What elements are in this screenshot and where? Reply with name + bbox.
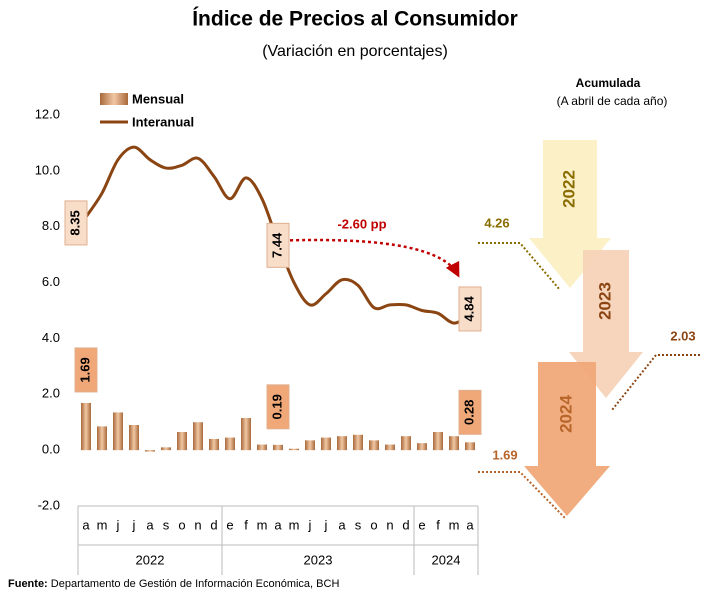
bar (353, 434, 363, 451)
accumulated-title: Acumulada (576, 76, 641, 90)
year-label: 2022 (136, 552, 165, 567)
annotation-arrow (289, 238, 460, 278)
bar (321, 437, 331, 451)
x-tick-label: a (274, 517, 282, 532)
x-tick-label: f (436, 517, 440, 532)
bar (273, 444, 283, 451)
bar (161, 447, 171, 451)
legend-label: Mensual (132, 91, 184, 106)
bar (465, 442, 475, 451)
accumulated-value: 1.69 (492, 447, 517, 462)
bar (193, 422, 203, 451)
bar (209, 438, 219, 451)
chart-subtitle: (Variación en porcentajes) (262, 43, 448, 60)
value-label-box (266, 222, 290, 268)
x-tick-label: s (163, 517, 170, 532)
value-label: 4.84 (461, 296, 476, 322)
year-label: 2023 (304, 552, 333, 567)
x-tick-label: o (370, 517, 377, 532)
accumulated-subtitle: (A abril de cada año) (557, 94, 668, 108)
y-tick-label: 0.0 (42, 442, 60, 457)
x-tick-label: o (178, 517, 185, 532)
legend-swatch (100, 93, 128, 105)
leader-line (611, 354, 700, 411)
chart-title: Índice de Precios al Consumidor (192, 8, 518, 31)
bar (81, 402, 91, 451)
y-tick-label: 10.0 (35, 162, 60, 177)
x-tick-label: j (116, 517, 120, 532)
bar (177, 431, 187, 451)
x-tick-label: n (386, 517, 393, 532)
y-tick-label: 2.0 (42, 386, 60, 401)
bar (225, 437, 235, 451)
accumulated-value: 4.26 (484, 215, 509, 230)
bar (401, 436, 411, 451)
legend-label: Interanual (132, 114, 194, 129)
x-tick-label: s (355, 517, 362, 532)
y-tick-label: 8.0 (42, 218, 60, 233)
value-label: 0.28 (461, 400, 476, 425)
x-tick-label: m (97, 517, 108, 532)
x-tick-label: a (146, 517, 154, 532)
bar (417, 443, 427, 451)
accumulated-arrow (524, 362, 610, 516)
x-tick-label: j (324, 517, 328, 532)
y-tick-label: 4.0 (42, 330, 60, 345)
x-tick-label: m (449, 517, 460, 532)
year-label: 2024 (432, 552, 461, 567)
value-label-box (458, 286, 482, 332)
annotation: -2.60 pp (337, 216, 386, 231)
x-tick-label: j (308, 517, 312, 532)
value-label: 0.19 (269, 394, 284, 419)
x-tick-label: f (244, 517, 248, 532)
x-tick-label: n (194, 517, 201, 532)
value-label-box (458, 389, 482, 435)
accumulated-year: 2024 (556, 395, 575, 433)
value-label: 7.44 (269, 232, 284, 258)
bar (385, 444, 395, 451)
x-tick-label: e (226, 517, 233, 532)
source-label: Fuente: (8, 578, 48, 590)
source-text: Departamento de Gestión de Información E… (51, 578, 340, 590)
bar (241, 418, 251, 451)
bar (449, 436, 459, 451)
bar (305, 440, 315, 451)
x-tick-label: a (338, 517, 346, 532)
accumulated-arrow (569, 250, 643, 398)
x-tick-label: m (257, 517, 268, 532)
value-label-box (74, 347, 98, 393)
x-tick-label: d (210, 517, 217, 532)
bar (337, 436, 347, 451)
value-label-box (266, 384, 290, 430)
y-tick-label: 12.0 (35, 106, 60, 121)
x-tick-label: d (402, 517, 409, 532)
leader-line (478, 242, 561, 291)
bar (257, 444, 267, 451)
bar (369, 440, 379, 451)
value-label-box (64, 200, 88, 246)
accumulated-year: 2022 (559, 170, 578, 208)
x-tick-label: a (466, 517, 474, 532)
value-label: 8.35 (67, 210, 82, 235)
y-tick-label: 6.0 (42, 274, 60, 289)
bar (97, 426, 107, 451)
accumulated-value: 2.03 (670, 328, 695, 343)
bar (113, 412, 123, 451)
x-tick-label: a (82, 517, 90, 532)
source: Fuente: Departamento de Gestión de Infor… (8, 578, 339, 590)
x-tick-label: e (418, 517, 425, 532)
bar (289, 448, 299, 451)
bar (145, 450, 155, 452)
leader-line (478, 471, 566, 519)
y-tick-label: -2.0 (38, 497, 60, 512)
x-tick-label: j (132, 517, 136, 532)
bar (433, 431, 443, 451)
accumulated-year: 2023 (595, 282, 614, 320)
value-label: 1.69 (77, 357, 92, 382)
x-tick-label: m (289, 517, 300, 532)
bar (129, 425, 139, 451)
